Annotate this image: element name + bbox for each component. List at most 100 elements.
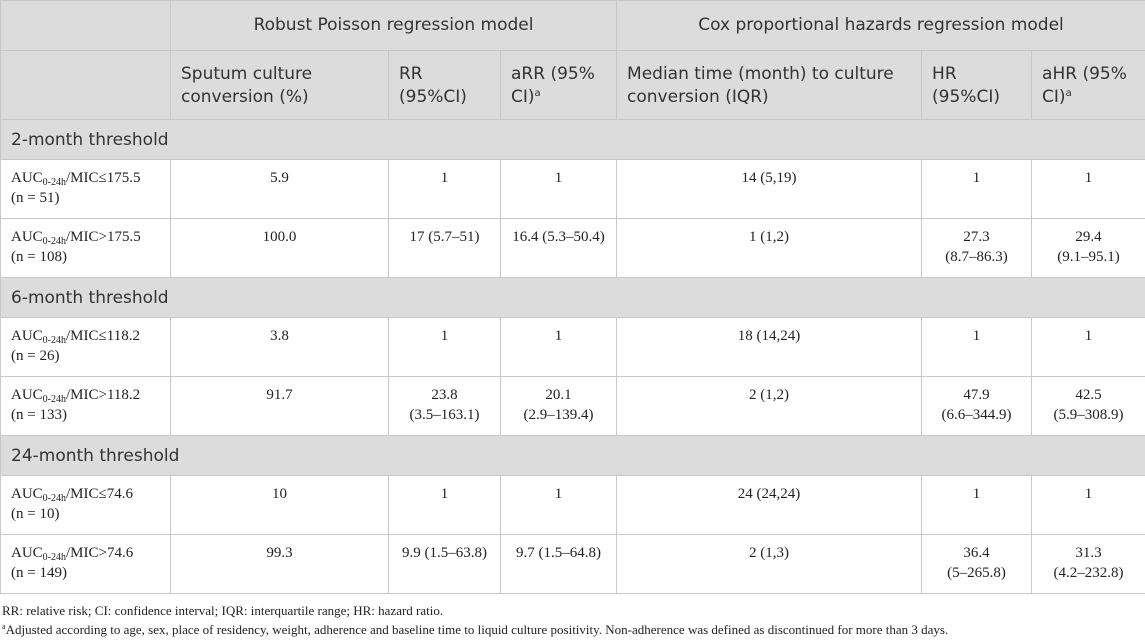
hr-cell: 1 <box>921 317 1033 377</box>
rr-cell-value: 1 <box>440 486 449 502</box>
median-time-cell: 24 (24,24) <box>616 475 923 535</box>
table-row: AUC0-24h/MIC>74.6 (n = 149) 99.3 9.9 (1.5–6… <box>0 534 1145 594</box>
arr-cell-ci: (2.9–139.4) <box>523 407 594 423</box>
table-body: 2-month threshold AUC0-24h/MIC≤175.5 (n = … <box>0 119 1145 594</box>
hr-cell: 36.4 (5–265.8) <box>921 534 1033 594</box>
arr-cell: 16.4 (5.3–50.4) <box>499 218 618 278</box>
header-group-poisson-label: Robust Poisson regression model <box>253 15 534 35</box>
sputum-conversion-cell: 100.0 <box>170 218 389 278</box>
header-median: Median time (month) to culture conversion… <box>616 50 923 120</box>
median-time-cell-value: 24 (24,24) <box>737 486 801 502</box>
section-row: 24-month threshold <box>0 435 1145 476</box>
table-row: AUC0-24h/MIC≤118.2 (n = 26) 3.8 1 1 18 (14,24… <box>0 317 1145 377</box>
hr-cell-value: 1 <box>972 328 981 344</box>
auc-text: AUC <box>11 170 43 186</box>
auc-condition: /MIC>118.2 <box>66 387 141 403</box>
median-time-cell: 14 (5,19) <box>616 159 923 219</box>
hr-cell: 47.9 (6.6–344.9) <box>921 376 1033 436</box>
median-time-cell: 2 (1,3) <box>616 534 923 594</box>
rr-cell: 23.8 (3.5–163.1) <box>388 376 501 436</box>
section-row: 6-month threshold <box>0 277 1145 318</box>
header-rr: RR (95%CI) <box>388 50 501 120</box>
arr-cell-value: 20.1 <box>545 387 572 403</box>
row-label: AUC0-24h/MIC>175.5 (n = 108) <box>0 218 171 278</box>
auc-text: AUC <box>11 545 43 561</box>
sample-size: (n = 149) <box>11 565 67 581</box>
ahr-cell-ci: (4.2–232.8) <box>1053 565 1124 581</box>
hr-cell: 1 <box>921 475 1033 535</box>
hr-cell-ci: (5–265.8) <box>947 565 1006 581</box>
section-title: 2-month threshold <box>0 119 1145 160</box>
ahr-cell-value: 29.4 <box>1075 229 1102 245</box>
auc-subscript: 0-24h <box>42 177 67 188</box>
arr-cell: 1 <box>499 159 618 219</box>
auc-subscript: 0-24h <box>42 552 67 563</box>
median-time-cell-value: 1 (1,2) <box>749 229 790 245</box>
rr-cell-value: 23.8 <box>431 387 458 403</box>
header-hr-line2: (95%CI) <box>932 87 1000 107</box>
auc-text: AUC <box>11 229 43 245</box>
header-arr-footnote-marker: a <box>534 88 541 99</box>
auc-text: AUC <box>11 486 43 502</box>
header-hr-line1: HR <box>932 64 957 84</box>
arr-cell: 9.7 (1.5–64.8) <box>499 534 618 594</box>
hr-cell-value: 1 <box>972 170 981 186</box>
header-sputum-line2: conversion (%) <box>181 87 309 107</box>
rr-cell: 1 <box>388 159 501 219</box>
median-time-cell: 18 (14,24) <box>616 317 923 377</box>
sputum-conversion-cell: 91.7 <box>170 376 389 436</box>
auc-subscript: 0-24h <box>42 493 67 504</box>
hr-cell-value: 27.3 <box>963 229 990 245</box>
auc-condition: /MIC≤175.5 <box>66 170 141 186</box>
header-group-poisson: Robust Poisson regression model <box>169 0 618 51</box>
sputum-conversion-cell: 3.8 <box>170 317 389 377</box>
ahr-cell-value: 31.3 <box>1075 545 1102 561</box>
header-arr-line2: CI) <box>511 87 535 107</box>
sputum-conversion-cell: 10 <box>170 475 389 535</box>
row-label: AUC0-24h/MIC>118.2 (n = 133) <box>0 376 171 436</box>
arr-cell-value: 16.4 (5.3–50.4) <box>512 229 605 245</box>
footnote-adjusted: aAdjusted according to age, sex, place o… <box>2 622 948 638</box>
ahr-cell: 1 <box>1031 317 1145 377</box>
auc-subscript: 0-24h <box>42 335 67 346</box>
sample-size: (n = 10) <box>11 506 60 522</box>
section-row: 2-month threshold <box>0 119 1145 160</box>
ahr-cell: 29.4 (9.1–95.1) <box>1031 218 1145 278</box>
rr-cell-value: 1 <box>440 328 449 344</box>
sputum-conversion-cell: 99.3 <box>170 534 389 594</box>
sample-size: (n = 133) <box>11 407 67 423</box>
arr-cell-value: 1 <box>554 170 563 186</box>
hr-cell: 1 <box>921 159 1033 219</box>
ahr-cell: 42.5 (5.9–308.9) <box>1031 376 1145 436</box>
header-arr-line1: aRR (95% <box>511 64 595 84</box>
ahr-cell-ci: (9.1–95.1) <box>1057 249 1120 265</box>
hr-cell-value: 47.9 <box>963 387 990 403</box>
header-corner-cell <box>0 0 171 51</box>
sputum-conversion-cell-value: 10 <box>272 486 287 502</box>
auc-text: AUC <box>11 387 43 403</box>
rr-cell-value: 9.9 (1.5–63.8) <box>402 545 487 561</box>
rr-cell: 1 <box>388 475 501 535</box>
arr-cell-value: 9.7 (1.5–64.8) <box>516 545 602 561</box>
ahr-cell-value: 1 <box>1084 328 1093 344</box>
header-median-line1: Median time (month) to culture <box>627 64 894 84</box>
median-time-cell-value: 2 (1,2) <box>749 387 790 403</box>
median-time-cell-value: 18 (14,24) <box>737 328 801 344</box>
median-time-cell-value: 14 (5,19) <box>741 170 797 186</box>
arr-cell-value: 1 <box>554 486 563 502</box>
row-label: AUC0-24h/MIC≤175.5 (n = 51) <box>0 159 171 219</box>
table-row: AUC0-24h/MIC≤175.5 (n = 51) 5.9 1 1 14 (5,19)… <box>0 159 1145 219</box>
table-row: AUC0-24h/MIC≤74.6 (n = 10) 10 1 1 24 (24,24) 1… <box>0 475 1145 535</box>
header-ahr: aHR (95% CI)a <box>1031 50 1145 120</box>
sputum-conversion-cell: 5.9 <box>170 159 389 219</box>
section-title: 24-month threshold <box>0 435 1145 476</box>
header-group-row: Robust Poisson regression model Cox prop… <box>0 0 1145 51</box>
arr-cell: 20.1 (2.9–139.4) <box>499 376 618 436</box>
median-time-cell: 2 (1,2) <box>616 376 923 436</box>
ahr-cell: 1 <box>1031 159 1145 219</box>
auc-condition: /MIC≤74.6 <box>66 486 134 502</box>
table-row: AUC0-24h/MIC>118.2 (n = 133) 91.7 23.8 (3.5–… <box>0 376 1145 436</box>
header-column-row: Sputum culture conversion (%) RR (95%CI) a… <box>0 50 1145 120</box>
section-title: 6-month threshold <box>0 277 1145 318</box>
header-ahr-line2: CI) <box>1042 87 1066 107</box>
